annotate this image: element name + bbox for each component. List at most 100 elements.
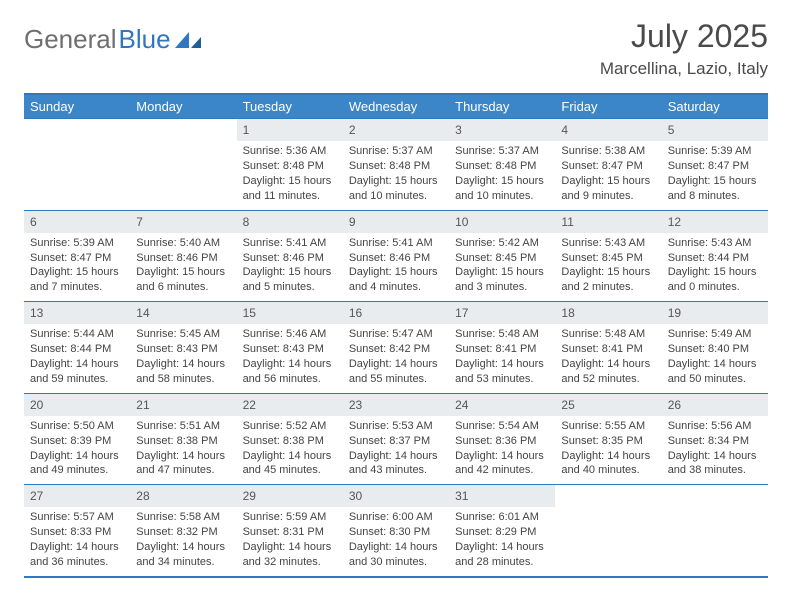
daylight-text: Daylight: 14 hours and 55 minutes. [349,357,443,387]
daylight-text: Daylight: 14 hours and 28 minutes. [455,540,549,570]
day-number: 21 [130,394,236,416]
day-body: Sunrise: 5:44 AMSunset: 8:44 PMDaylight:… [24,324,130,392]
day-number: 3 [449,119,555,141]
calendar-day-cell: 27Sunrise: 5:57 AMSunset: 8:33 PMDayligh… [24,485,130,577]
sunrise-text: Sunrise: 5:37 AM [349,144,443,159]
calendar-day-cell: 18 Sunrise: 5:48 AMSunset: 8:41 PMDayligh… [555,302,661,394]
day-body: Sunrise: 5:53 AMSunset: 8:37 PMDaylight:… [343,416,449,484]
daylight-text: Daylight: 14 hours and 49 minutes. [30,449,124,479]
day-body: Sunrise: 5:59 AMSunset: 8:31 PMDaylight:… [237,507,343,575]
sunset-text: Sunset: 8:41 PM [561,342,655,357]
sunrise-text: Sunrise: 5:52 AM [243,419,337,434]
weekday-header: Friday [555,94,661,119]
day-number: 5 [662,119,768,141]
calendar-week-row: 6Sunrise: 5:39 AMSunset: 8:47 PMDaylight… [24,210,768,302]
day-number: 2 [343,119,449,141]
calendar-day-cell: 1Sunrise: 5:36 AMSunset: 8:48 PMDaylight… [237,119,343,211]
sunrise-text: Sunrise: 5:37 AM [455,144,549,159]
sunset-text: Sunset: 8:40 PM [668,342,762,357]
daylight-text: Daylight: 14 hours and 45 minutes. [243,449,337,479]
day-body: Sunrise: 5:41 AMSunset: 8:46 PMDaylight:… [343,233,449,301]
weekday-header: Monday [130,94,236,119]
calendar-day-cell: 2Sunrise: 5:37 AMSunset: 8:48 PMDaylight… [343,119,449,211]
sunrise-text: Sunrise: 5:39 AM [668,144,762,159]
sunrise-text: Sunrise: 5:56 AM [668,419,762,434]
sunrise-text: Sunrise: 5:58 AM [136,510,230,525]
day-number: 30 [343,485,449,507]
calendar-page: GeneralBlue July 2025 Marcellina, Lazio,… [0,0,792,596]
calendar-day-cell: 22Sunrise: 5:52 AMSunset: 8:38 PMDayligh… [237,393,343,485]
sunset-text: Sunset: 8:46 PM [349,251,443,266]
calendar-day-cell: 16 Sunrise: 5:47 AMSunset: 8:42 PMDayligh… [343,302,449,394]
sunset-text: Sunset: 8:44 PM [30,342,124,357]
sunrise-text: Sunrise: 5:53 AM [349,419,443,434]
daylight-text: Daylight: 15 hours and 11 minutes. [243,174,337,204]
day-number: 24 [449,394,555,416]
daylight-text: Daylight: 14 hours and 42 minutes. [455,449,549,479]
sunrise-text: Sunrise: 5:48 AM [561,327,655,342]
calendar-day-cell: 15Sunrise: 5:46 AMSunset: 8:43 PMDayligh… [237,302,343,394]
calendar-week-row: 20Sunrise: 5:50 AMSunset: 8:39 PMDayligh… [24,393,768,485]
weekday-header: Sunday [24,94,130,119]
day-body: Sunrise: 5:39 AMSunset: 8:47 PMDaylight:… [24,233,130,301]
sunrise-text: Sunrise: 5:47 AM [349,327,443,342]
sunset-text: Sunset: 8:45 PM [561,251,655,266]
calendar-day-cell: 26Sunrise: 5:56 AMSunset: 8:34 PMDayligh… [662,393,768,485]
sunrise-text: Sunrise: 5:43 AM [668,236,762,251]
sunset-text: Sunset: 8:38 PM [243,434,337,449]
sunset-text: Sunset: 8:29 PM [455,525,549,540]
calendar-day-cell: 8Sunrise: 5:41 AMSunset: 8:46 PMDaylight… [237,210,343,302]
sunset-text: Sunset: 8:47 PM [668,159,762,174]
page-header: GeneralBlue July 2025 Marcellina, Lazio,… [24,18,768,79]
brand-logo: GeneralBlue [24,18,203,55]
sunset-text: Sunset: 8:42 PM [349,342,443,357]
daylight-text: Daylight: 15 hours and 9 minutes. [561,174,655,204]
daylight-text: Daylight: 14 hours and 43 minutes. [349,449,443,479]
day-body: Sunrise: 5:48 AMSunset: 8:41 PMDaylight:… [449,324,555,392]
daylight-text: Daylight: 15 hours and 2 minutes. [561,265,655,295]
day-body: Sunrise: 5:36 AMSunset: 8:48 PMDaylight:… [237,141,343,209]
sunrise-text: Sunrise: 5:59 AM [243,510,337,525]
daylight-text: Daylight: 14 hours and 53 minutes. [455,357,549,387]
day-number: 7 [130,211,236,233]
calendar-day-cell: 24Sunrise: 5:54 AMSunset: 8:36 PMDayligh… [449,393,555,485]
sunset-text: Sunset: 8:30 PM [349,525,443,540]
day-body: Sunrise: 5:42 AMSunset: 8:45 PMDaylight:… [449,233,555,301]
brand-part1: General [24,24,117,55]
calendar-day-cell: 7Sunrise: 5:40 AMSunset: 8:46 PMDaylight… [130,210,236,302]
day-number: 16 [343,302,449,324]
calendar-day-cell: 19Sunrise: 5:49 AMSunset: 8:40 PMDayligh… [662,302,768,394]
sunrise-text: Sunrise: 5:57 AM [30,510,124,525]
day-body: Sunrise: 5:37 AMSunset: 8:48 PMDaylight:… [343,141,449,209]
day-number: 25 [555,394,661,416]
sunset-text: Sunset: 8:48 PM [349,159,443,174]
day-body: Sunrise: 5:43 AMSunset: 8:45 PMDaylight:… [555,233,661,301]
sunrise-text: Sunrise: 5:55 AM [561,419,655,434]
daylight-text: Daylight: 14 hours and 32 minutes. [243,540,337,570]
daylight-text: Daylight: 14 hours and 38 minutes. [668,449,762,479]
day-number: 18 [555,302,661,324]
weekday-header: Saturday [662,94,768,119]
sunrise-text: Sunrise: 5:44 AM [30,327,124,342]
calendar-body: 1Sunrise: 5:36 AMSunset: 8:48 PMDaylight… [24,119,768,577]
day-body: Sunrise: 5:49 AMSunset: 8:40 PMDaylight:… [662,324,768,392]
sunrise-text: Sunrise: 6:00 AM [349,510,443,525]
sunrise-text: Sunrise: 5:49 AM [668,327,762,342]
calendar-day-cell: 30Sunrise: 6:00 AMSunset: 8:30 PMDayligh… [343,485,449,577]
day-body: Sunrise: 6:01 AMSunset: 8:29 PMDaylight:… [449,507,555,575]
day-body: Sunrise: 5:55 AMSunset: 8:35 PMDaylight:… [555,416,661,484]
sunset-text: Sunset: 8:45 PM [455,251,549,266]
daylight-text: Daylight: 15 hours and 10 minutes. [349,174,443,204]
day-number: 26 [662,394,768,416]
daylight-text: Daylight: 15 hours and 3 minutes. [455,265,549,295]
daylight-text: Daylight: 14 hours and 52 minutes. [561,357,655,387]
day-number: 4 [555,119,661,141]
day-body: Sunrise: 5:56 AMSunset: 8:34 PMDaylight:… [662,416,768,484]
sunrise-text: Sunrise: 5:41 AM [349,236,443,251]
sunrise-text: Sunrise: 5:54 AM [455,419,549,434]
daylight-text: Daylight: 15 hours and 8 minutes. [668,174,762,204]
day-body: Sunrise: 5:40 AMSunset: 8:46 PMDaylight:… [130,233,236,301]
daylight-text: Daylight: 14 hours and 56 minutes. [243,357,337,387]
daylight-text: Daylight: 15 hours and 10 minutes. [455,174,549,204]
calendar-day-cell: 17Sunrise: 5:48 AMSunset: 8:41 PMDayligh… [449,302,555,394]
